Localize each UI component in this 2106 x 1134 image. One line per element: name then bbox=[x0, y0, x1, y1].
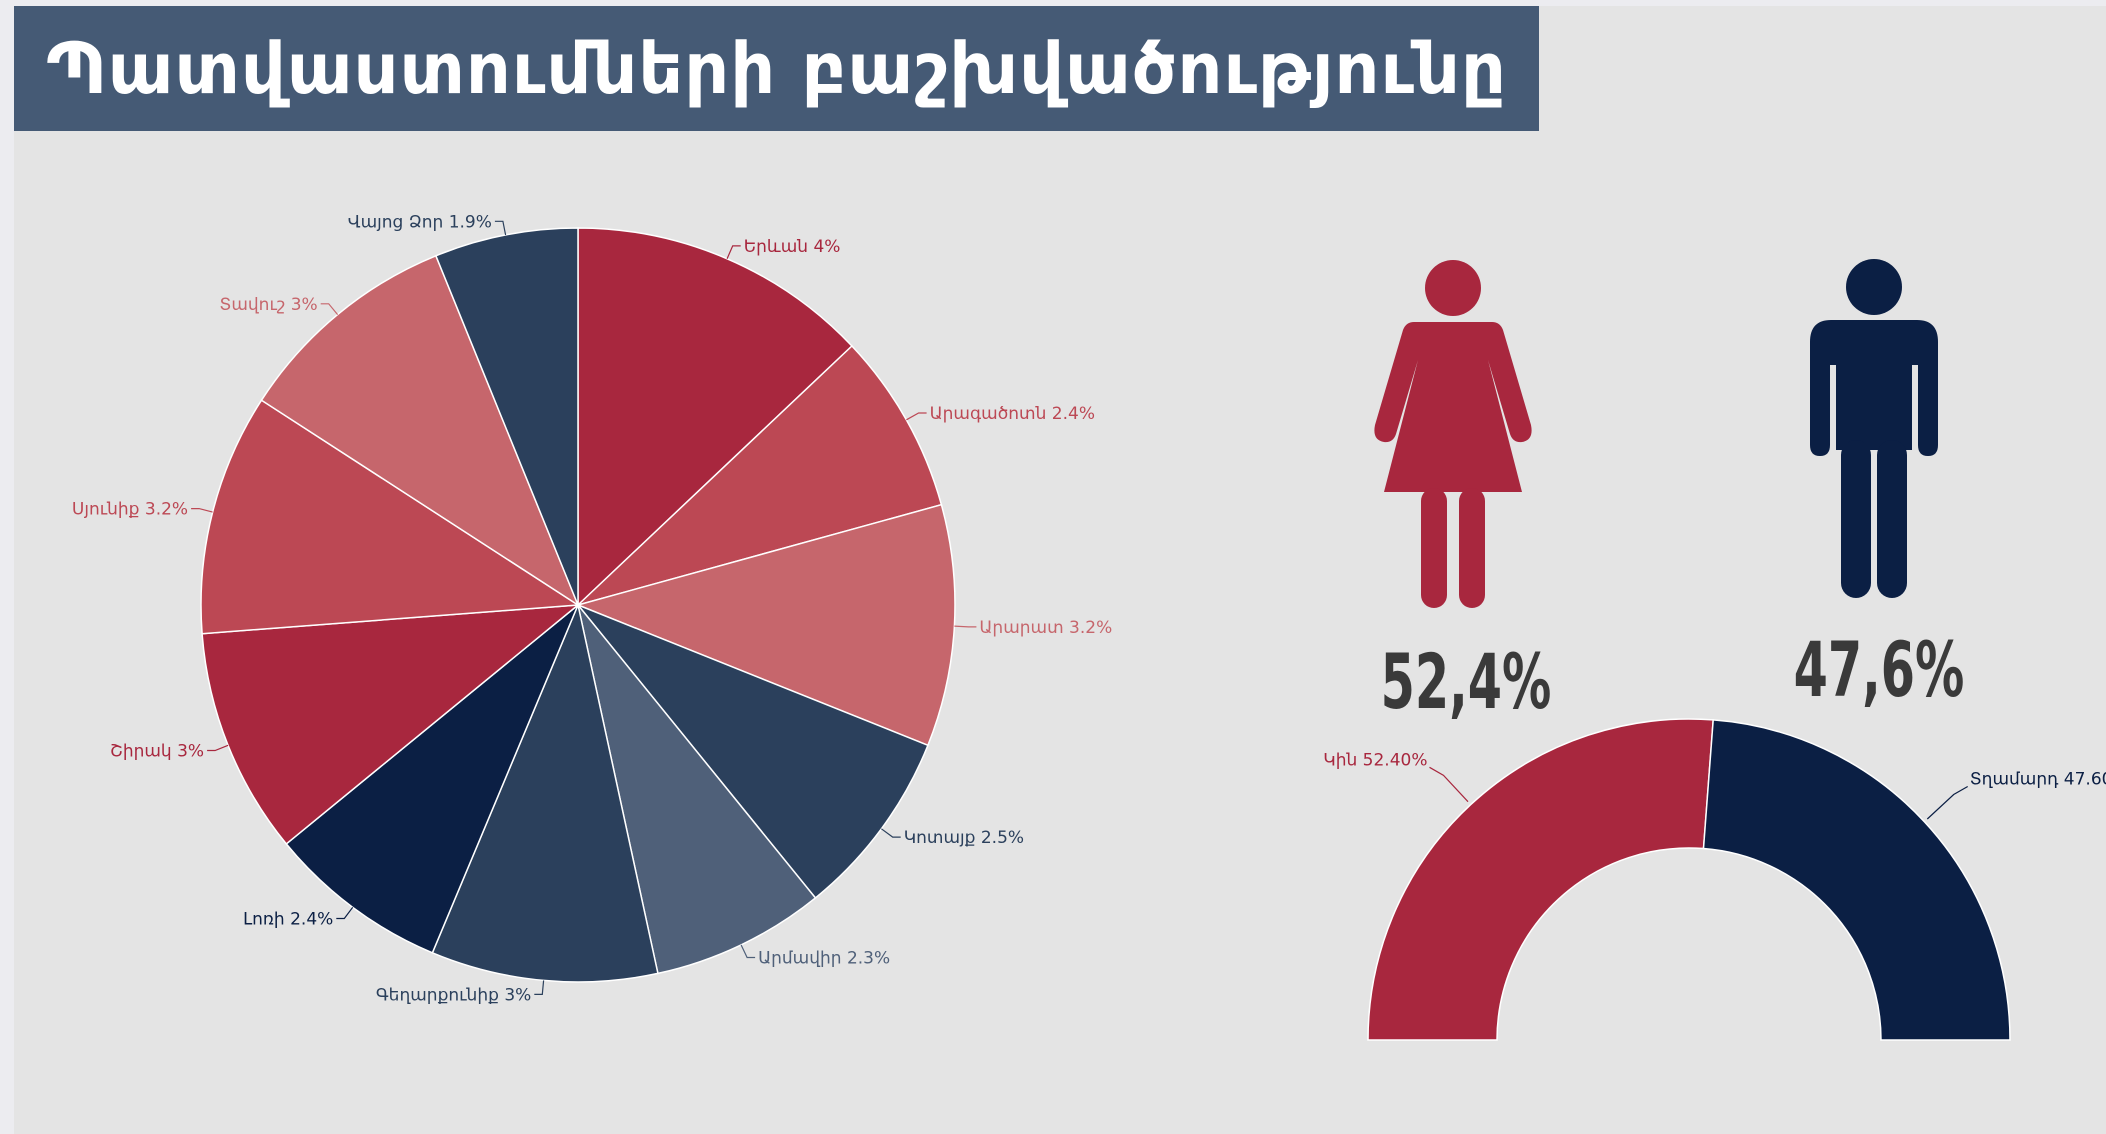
pie-slice bbox=[575, 603, 929, 899]
pie-slice bbox=[260, 254, 580, 607]
pie-leader-line bbox=[191, 508, 213, 513]
male-figure-icon bbox=[1810, 259, 1938, 598]
pie-leader-line bbox=[726, 245, 741, 259]
pie-leader-line bbox=[534, 980, 545, 996]
pie-leader-line bbox=[954, 625, 977, 628]
female-figure-icon bbox=[1374, 260, 1532, 608]
pie-slice bbox=[201, 604, 581, 845]
pie-leader-line bbox=[906, 412, 927, 421]
page-title: Պատվաստումների բաշխվածությունը bbox=[46, 27, 1507, 110]
pie-leader-line bbox=[494, 220, 507, 236]
donut-leader-line bbox=[1926, 785, 1968, 820]
pie-slice bbox=[431, 602, 659, 983]
pie-leader-line bbox=[336, 906, 354, 920]
female-percent: 52,4% bbox=[1381, 638, 1552, 726]
pie-leader-line bbox=[207, 744, 229, 752]
pie-slice-label: Երևան 4% bbox=[744, 237, 841, 257]
region-pie-labels: Երևան 4% Արագածոտն 2.4% Արարատ 3.2% Կոտայք … bbox=[72, 212, 1112, 1005]
donut-segment bbox=[1367, 718, 1715, 1041]
pie-slice-label: Արագածոտն 2.4% bbox=[930, 404, 1095, 424]
pie-slice-label: Արմավիր 2.3% bbox=[758, 949, 890, 969]
pie-slice-label: Արարատ 3.2% bbox=[979, 618, 1112, 638]
pie-slice bbox=[575, 503, 956, 747]
pie-slice-label: Տավուշ 3% bbox=[219, 295, 317, 315]
pie-slice bbox=[577, 344, 943, 606]
pie-slice-label: Լոռի 2.4% bbox=[243, 910, 333, 930]
gender-donut-labels: Կին 52.40% Տղամարդ 47.60% bbox=[1323, 750, 2106, 820]
pie-slice bbox=[434, 227, 579, 606]
pie-leader-line bbox=[740, 944, 756, 959]
gender-half-donut bbox=[1367, 718, 2011, 1041]
pie-slice-label: Կոտայք 2.5% bbox=[904, 828, 1024, 848]
region-pie-chart bbox=[200, 227, 956, 983]
donut-leader-line bbox=[1429, 766, 1469, 803]
male-percent: 47,6% bbox=[1794, 626, 1965, 714]
pie-leader-line bbox=[320, 303, 339, 315]
pie-slice-label: Սյունիք 3.2% bbox=[72, 500, 188, 520]
pie-slice bbox=[577, 227, 853, 607]
pie-slice bbox=[200, 399, 581, 635]
pie-slice-label: Վայոց Ձոր 1.9% bbox=[348, 212, 492, 232]
pie-leader-line bbox=[881, 828, 901, 838]
donut-segment-label: Կին 52.40% bbox=[1323, 750, 1427, 770]
pie-slice-label: Շիրակ 3% bbox=[110, 742, 204, 762]
donut-segment-label: Տղամարդ 47.60% bbox=[1970, 770, 2106, 790]
donut-segment bbox=[1702, 719, 2011, 1041]
pie-slice-label: Գեղարքունիք 3% bbox=[376, 985, 531, 1005]
pie-slice bbox=[577, 604, 817, 975]
title-bar: Պատվաստումների բաշխվածությունը bbox=[14, 6, 1539, 131]
